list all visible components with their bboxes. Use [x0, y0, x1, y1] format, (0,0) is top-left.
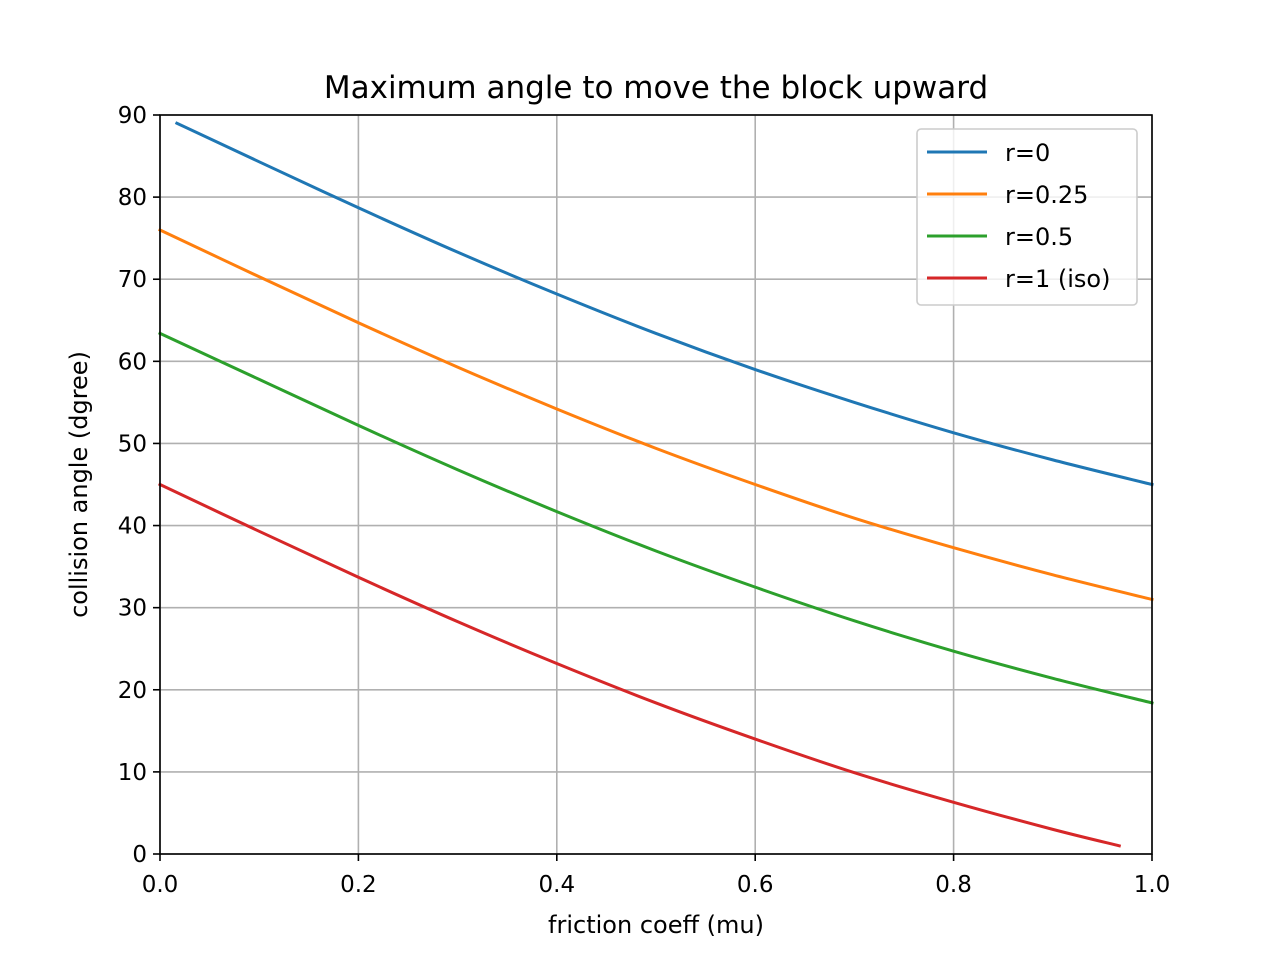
x-tick-label: 0.2	[340, 872, 377, 898]
plot-frame	[159, 114, 1153, 855]
y-tick-label: 50	[118, 431, 147, 457]
y-tick-label: 0	[132, 842, 147, 868]
series-group	[158, 121, 1154, 848]
y-tick-label: 40	[118, 514, 147, 540]
y-tick-label: 60	[118, 349, 147, 375]
legend-label: r=0.25	[1005, 181, 1088, 209]
series-line-2	[158, 331, 1154, 705]
x-tick-label: 0.4	[539, 872, 576, 898]
series-line-3	[158, 482, 1122, 848]
x-tick-label: 0.0	[142, 872, 179, 898]
legend-label: r=1 (iso)	[1005, 265, 1110, 293]
y-tick-label: 30	[118, 596, 147, 622]
series-line-1	[158, 227, 1154, 602]
x-axis-label: friction coeff (mu)	[548, 911, 764, 939]
chart-title: Maximum angle to move the block upward	[324, 70, 988, 106]
grid	[159, 114, 1153, 855]
legend-label: r=0.5	[1005, 223, 1073, 251]
ticks: 0.0 0.2 0.4 0.6 0.8 1.0 0 10 20 30 40 50 60 70 80 90	[118, 103, 1171, 898]
series-line-0	[174, 121, 1154, 487]
legend: r=0 r=0.25 r=0.5 r=1 (iso)	[916, 128, 1138, 306]
y-tick-label: 80	[118, 185, 147, 211]
y-axis-label: collision angle (dgree)	[65, 351, 93, 618]
legend-box	[916, 128, 1138, 306]
x-tick-label: 1.0	[1134, 872, 1171, 898]
x-tick-label: 0.8	[935, 872, 972, 898]
y-tick-label: 70	[118, 267, 147, 293]
x-tick-label: 0.6	[737, 872, 774, 898]
y-tick-label: 90	[118, 103, 147, 129]
legend-label: r=0	[1005, 139, 1050, 167]
y-tick-label: 20	[118, 678, 147, 704]
y-tick-label: 10	[118, 760, 147, 786]
